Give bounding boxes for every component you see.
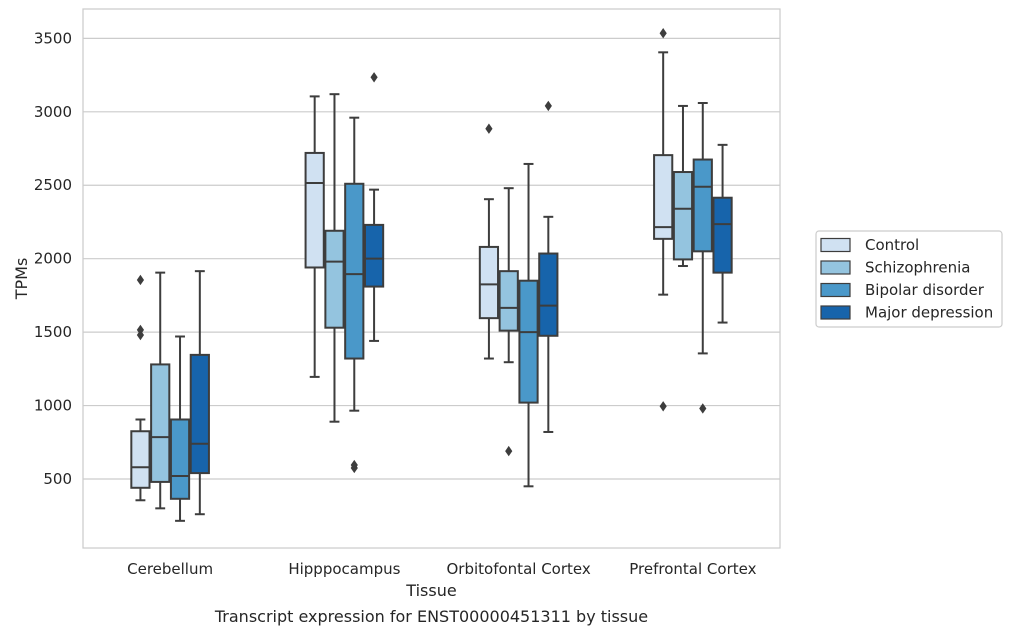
legend-swatch [820,282,851,298]
box-group-2 [478,100,559,488]
legend-label: Bipolar disorder [865,281,985,299]
box-iqr [653,154,674,240]
y-tick-label: 1500 [34,323,72,341]
x-tick-label: Cerebellum [127,560,213,578]
box-groups [130,28,733,522]
outlier-point [544,100,552,112]
plot-frame [82,8,781,549]
box-1-1 [324,93,345,423]
box-group-3 [653,28,733,414]
outlier-point [370,72,378,83]
outlier-point [659,28,667,39]
box-iqr [672,171,694,261]
outlier-point [505,445,513,457]
box-3-0 [653,28,674,412]
box-iqr [130,430,151,489]
box-iqr [189,353,210,475]
box-iqr [498,270,519,332]
box-2-2 [518,162,539,488]
box-2-0 [478,123,500,360]
box-3-2 [692,101,713,414]
legend-swatch [820,237,851,253]
box-iqr [169,418,191,500]
x-tick-label: Orbitofontal Cortex [447,560,591,578]
box-iqr [344,182,365,360]
box-3-3 [712,143,733,324]
y-tick-label: 500 [43,470,72,488]
box-group-0 [130,270,210,522]
box-2-3 [538,100,559,433]
x-axis-label: Tissue [405,581,456,600]
box-3-1 [672,104,694,268]
box-iqr [692,158,713,253]
y-axis-label: TPMs [12,258,31,301]
box-iqr [304,151,325,269]
legend: Control Schizophrenia Bipolar disorder Majo… [815,230,1003,328]
y-tick-label: 3500 [34,29,72,47]
box-group-1 [304,72,385,474]
outlier-point [350,459,358,471]
box-0-0 [130,274,151,502]
box-iqr [324,229,345,329]
y-tick-label: 3000 [34,103,72,121]
legend-frame [815,230,1003,328]
box-0-1 [150,271,171,510]
box-iqr [363,223,385,288]
outlier-point [485,123,493,134]
legend-swatch [820,305,851,320]
legend-label: Major depression [865,304,993,322]
box-iqr [518,279,539,404]
x-tick-label: Prefrontal Cortex [629,560,756,578]
box-2-1 [498,187,519,457]
box-iqr [712,196,733,274]
box-1-3 [363,72,385,342]
x-tick-label: Hipppocampus [288,560,400,578]
box-1-2 [344,116,365,474]
legend-label: Schizophrenia [865,259,970,277]
y-tick-label: 2500 [34,176,72,194]
outlier-point [699,403,707,414]
legend-swatch [820,260,851,275]
legend-label: Control [865,236,919,254]
x-axis-ticks: Cerebellum Hipppocampus Orbitofontal Corte… [127,560,756,578]
outlier-point [136,274,145,286]
y-tick-label: 2000 [34,250,72,268]
y-axis-ticks: 500 1000 1500 2000 2500 3000 3500 [34,29,72,488]
outlier-point [136,324,145,336]
box-1-0 [304,95,325,378]
outlier-point [659,401,667,412]
box-iqr [150,363,171,483]
box-0-2 [169,335,191,522]
y-tick-label: 1000 [34,397,72,415]
box-0-3 [189,270,210,516]
box-iqr [538,252,559,337]
box-iqr [478,245,500,320]
chart-caption: Transcript expression for ENST0000045131… [214,607,648,626]
